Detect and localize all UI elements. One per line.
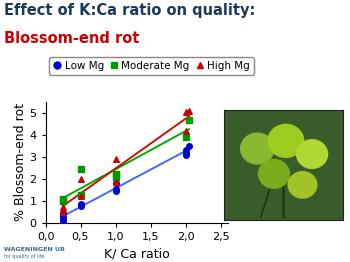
Point <box>78 202 83 206</box>
Point <box>183 153 188 157</box>
Point <box>78 194 83 199</box>
Point <box>60 220 66 224</box>
Point <box>183 135 188 139</box>
Point <box>113 181 118 185</box>
Point <box>183 110 188 114</box>
Circle shape <box>241 133 274 164</box>
Point <box>60 199 66 203</box>
Point <box>60 196 66 201</box>
Circle shape <box>259 160 289 188</box>
Point <box>113 172 118 177</box>
Point <box>186 118 192 122</box>
Point <box>78 193 83 197</box>
Point <box>60 205 66 209</box>
Text: for quality of life: for quality of life <box>4 254 44 259</box>
Text: Blossom-end rot: Blossom-end rot <box>4 31 139 46</box>
Circle shape <box>296 140 328 168</box>
Legend: Low Mg, Moderate Mg, High Mg: Low Mg, Moderate Mg, High Mg <box>49 57 254 75</box>
Point <box>113 174 118 179</box>
Point <box>78 203 83 207</box>
FancyArrowPatch shape <box>260 168 277 217</box>
Point <box>60 211 66 215</box>
Point <box>60 217 66 221</box>
Point <box>78 167 83 171</box>
Text: WAGENINGEN UR: WAGENINGEN UR <box>4 247 64 252</box>
Circle shape <box>288 172 317 198</box>
Point <box>78 177 83 181</box>
Point <box>78 204 83 208</box>
Point <box>186 109 192 113</box>
Point <box>186 144 192 148</box>
Y-axis label: % Blossom-end rot: % Blossom-end rot <box>14 103 27 221</box>
X-axis label: K/ Ca ratio: K/ Ca ratio <box>104 247 169 260</box>
Point <box>60 214 66 218</box>
Point <box>113 180 118 184</box>
Point <box>183 148 188 152</box>
Point <box>60 210 66 214</box>
Point <box>183 129 188 133</box>
Circle shape <box>268 124 304 157</box>
Point <box>113 189 118 193</box>
Point <box>113 157 118 161</box>
Text: Effect of K:Ca ratio on quality:: Effect of K:Ca ratio on quality: <box>4 3 255 18</box>
Point <box>183 150 188 155</box>
Point <box>113 187 118 191</box>
